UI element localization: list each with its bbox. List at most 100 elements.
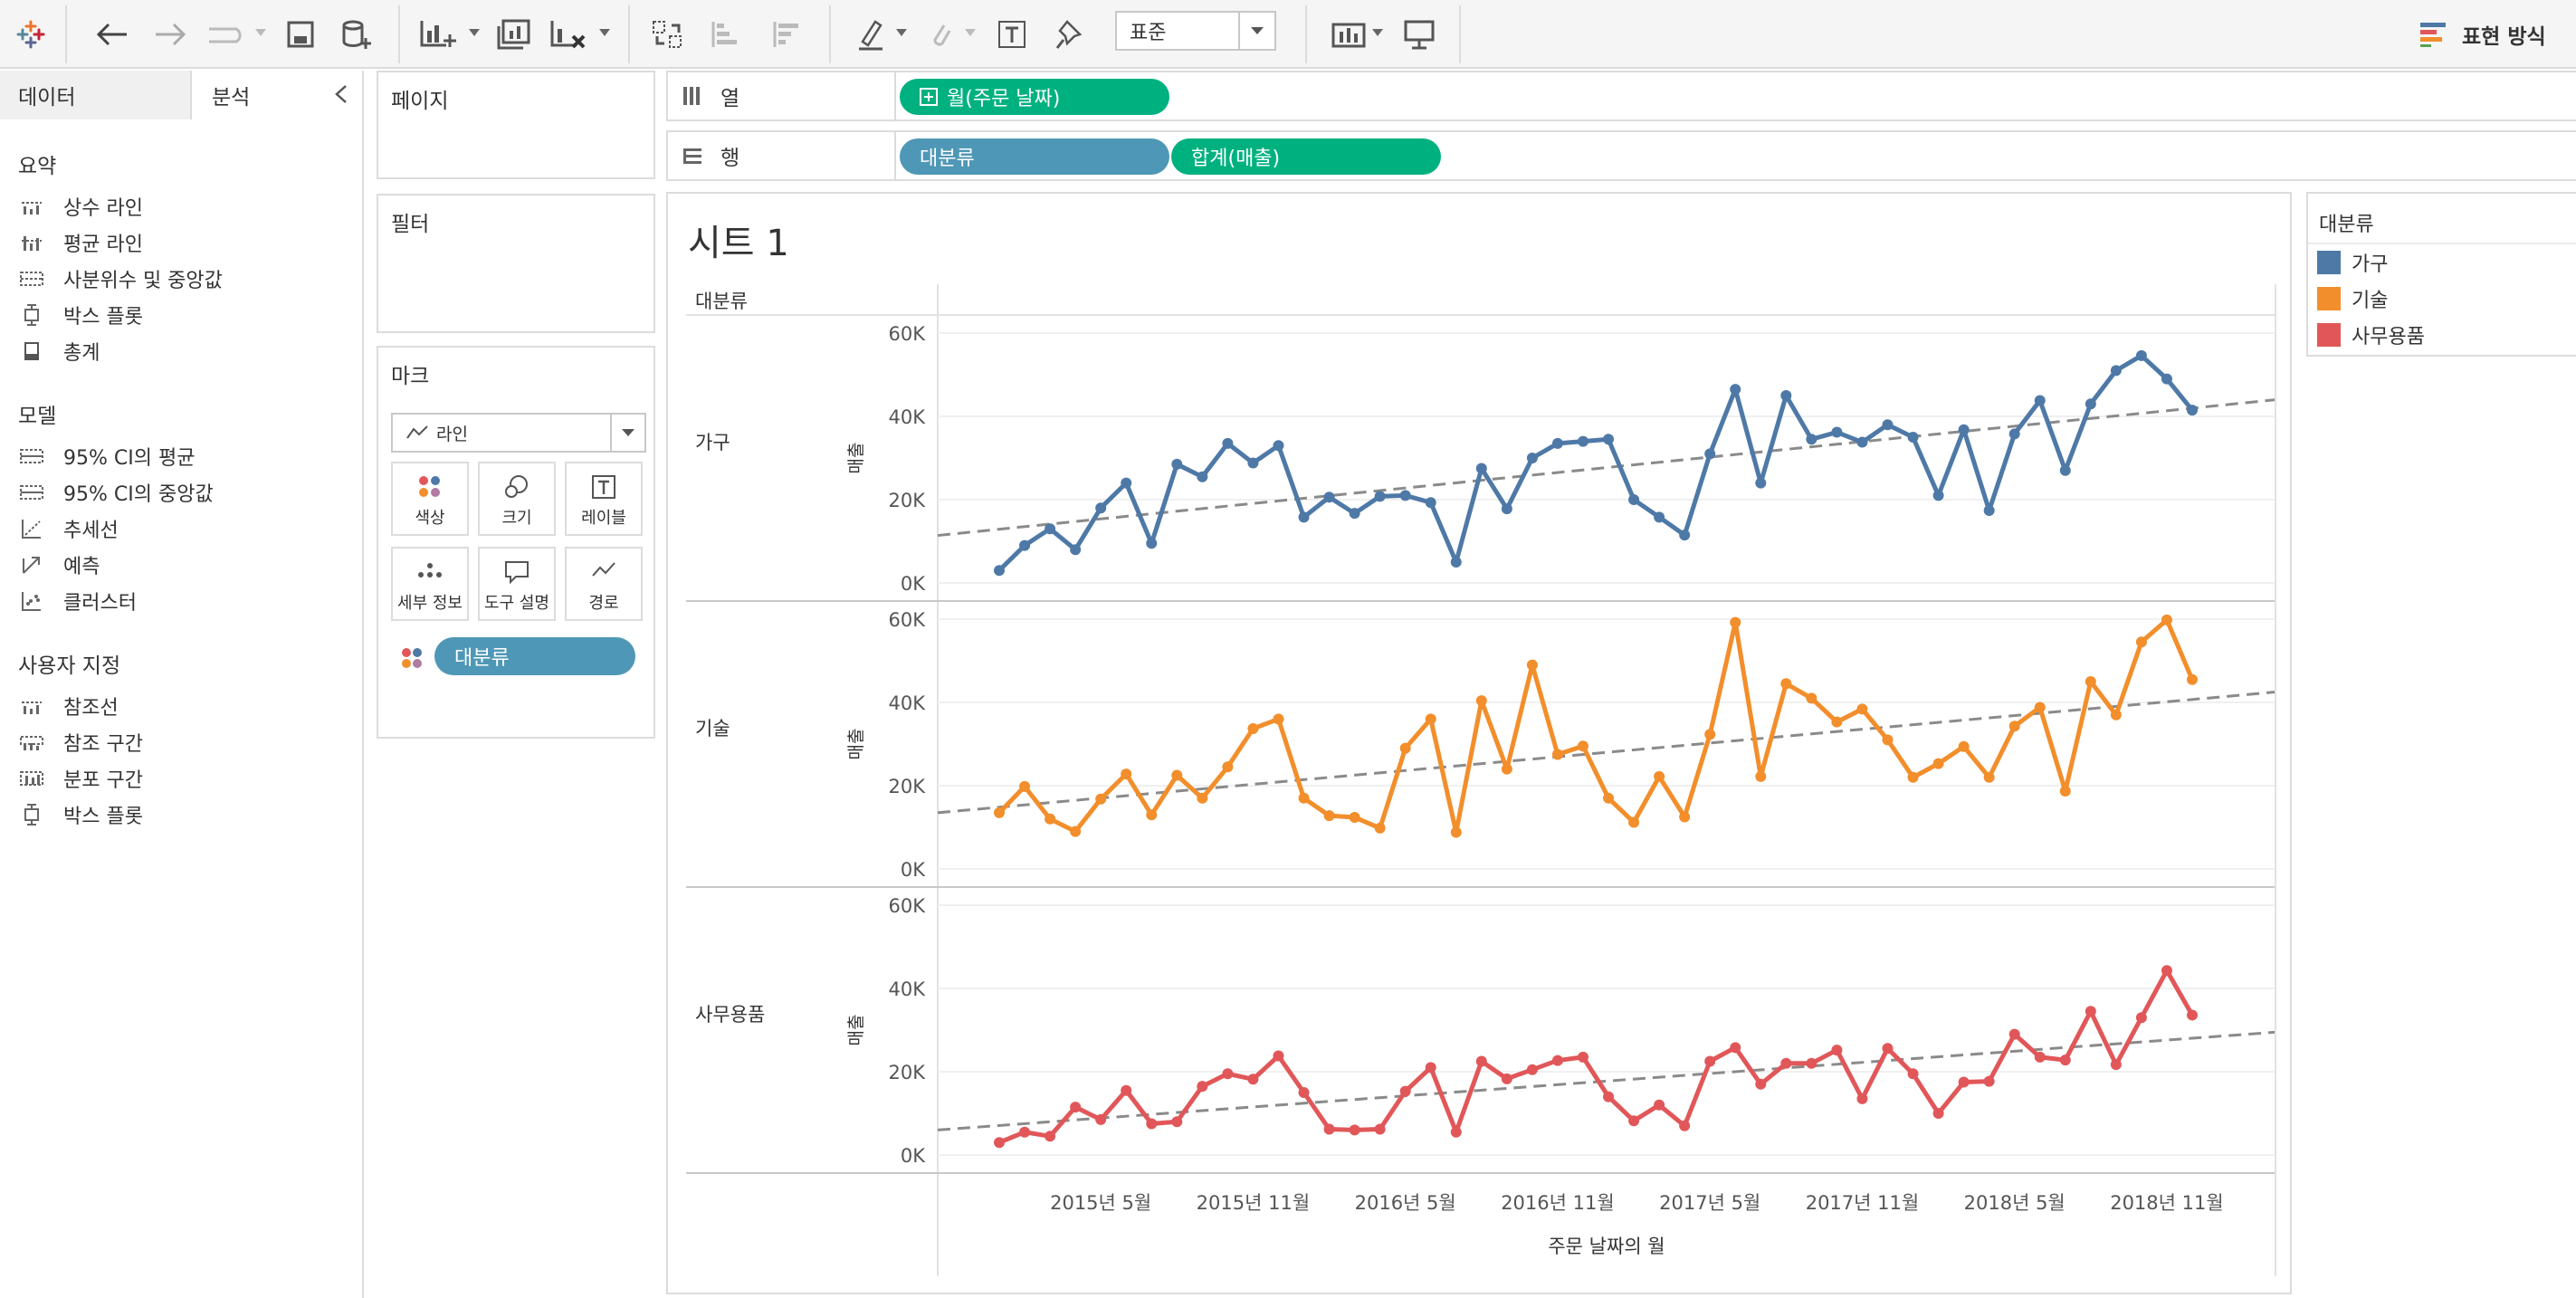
data-point[interactable] — [1425, 1062, 1436, 1074]
data-point[interactable] — [1603, 1091, 1615, 1102]
data-point[interactable] — [1983, 504, 1995, 516]
data-point[interactable] — [994, 1137, 1005, 1149]
data-point[interactable] — [2059, 785, 2071, 797]
pages-card[interactable]: 페이지 — [377, 71, 655, 179]
data-point[interactable] — [1730, 616, 1741, 628]
data-point[interactable] — [1450, 1126, 1462, 1138]
data-point[interactable] — [1958, 740, 1970, 752]
analytics-item-average-ci[interactable]: 95% CI의 평균 — [0, 438, 362, 474]
data-point[interactable] — [1526, 453, 1538, 463]
data-point[interactable] — [1399, 490, 1411, 501]
legend-item[interactable]: 기술 — [2308, 281, 2576, 317]
data-point[interactable] — [1121, 477, 1132, 489]
rows-shelf[interactable]: 행 대분류 합계(매출) — [666, 130, 2576, 181]
series-line[interactable] — [997, 617, 2195, 835]
data-point[interactable] — [2034, 395, 2046, 406]
data-point[interactable] — [1273, 713, 1284, 725]
data-point[interactable] — [1247, 1074, 1259, 1085]
data-point[interactable] — [1045, 523, 1056, 535]
undo-icon[interactable] — [91, 13, 134, 56]
highlight-icon[interactable] — [851, 13, 891, 56]
data-point[interactable] — [994, 565, 1005, 577]
data-point[interactable] — [1045, 1131, 1056, 1142]
filters-card[interactable]: 필터 — [377, 194, 655, 333]
highlight-dropdown-icon[interactable] — [896, 29, 907, 36]
data-point[interactable] — [2008, 428, 2020, 440]
clear-sheet-dropdown-icon[interactable] — [599, 29, 610, 36]
data-point[interactable] — [2110, 1059, 2122, 1071]
data-point[interactable] — [1501, 763, 1512, 775]
data-point[interactable] — [1273, 1050, 1284, 1062]
data-point[interactable] — [1171, 769, 1183, 781]
data-point[interactable] — [2110, 709, 2122, 721]
analytics-item-median-ci[interactable]: 95% CI의 중앙값 — [0, 474, 362, 511]
redo-icon[interactable] — [148, 13, 192, 56]
analytics-item-totals[interactable]: 총계 — [0, 333, 362, 369]
data-point[interactable] — [1907, 771, 1919, 783]
chevron-down-icon[interactable] — [1238, 13, 1274, 49]
presentation-mode-icon[interactable] — [1399, 13, 1439, 56]
sort-descending-icon[interactable] — [766, 13, 809, 56]
data-point[interactable] — [1171, 1116, 1183, 1128]
fit-select[interactable]: 표준 — [1115, 11, 1276, 51]
data-point[interactable] — [1349, 1124, 1360, 1136]
data-point[interactable] — [2110, 365, 2122, 377]
data-point[interactable] — [1780, 1057, 1792, 1069]
data-point[interactable] — [1374, 491, 1386, 502]
data-point[interactable] — [1603, 792, 1615, 804]
tableau-logo-icon[interactable] — [13, 13, 49, 56]
data-point[interactable] — [2085, 398, 2096, 410]
data-point[interactable] — [1146, 1118, 1158, 1130]
data-point[interactable] — [2135, 1012, 2147, 1024]
legend-item[interactable]: 사무용품 — [2308, 317, 2576, 353]
data-point[interactable] — [1679, 1120, 1691, 1131]
show-me-button[interactable]: 표현 방식 — [2419, 13, 2546, 56]
data-point[interactable] — [1831, 426, 1843, 438]
data-point[interactable] — [1146, 538, 1158, 549]
size-button[interactable]: 크기 — [478, 462, 556, 536]
analytics-item-reference-band[interactable]: 참조 구간 — [0, 724, 362, 760]
data-point[interactable] — [2161, 965, 2172, 977]
data-point[interactable] — [1526, 659, 1538, 671]
mark-type-select[interactable]: 라인 — [391, 413, 646, 453]
swap-rows-columns-icon[interactable] — [646, 13, 690, 56]
new-data-source-icon[interactable] — [337, 13, 377, 56]
data-point[interactable] — [1349, 811, 1360, 823]
data-point[interactable] — [1045, 813, 1056, 825]
series-line[interactable] — [998, 968, 2195, 1145]
analytics-item-reference-line[interactable]: 참조선 — [0, 688, 362, 724]
data-point[interactable] — [1197, 471, 1208, 482]
data-point[interactable] — [1146, 809, 1158, 821]
label-button[interactable]: 레이블 — [565, 462, 643, 536]
data-point[interactable] — [1806, 1057, 1818, 1069]
data-point[interactable] — [1679, 530, 1691, 541]
data-point[interactable] — [1856, 1093, 1868, 1104]
fix-axes-icon[interactable] — [1050, 13, 1090, 56]
data-point[interactable] — [1247, 457, 1259, 469]
analytics-item-cluster[interactable]: 클러스터 — [0, 583, 362, 619]
data-point[interactable] — [1323, 492, 1335, 503]
data-point[interactable] — [2034, 701, 2046, 713]
data-point[interactable] — [1526, 1064, 1538, 1075]
data-point[interactable] — [1121, 768, 1132, 780]
data-point[interactable] — [1425, 713, 1436, 725]
collapse-pane-icon[interactable] — [333, 83, 349, 110]
new-worksheet-dropdown-icon[interactable] — [469, 29, 480, 36]
columns-pill-month[interactable]: 월(주문 날짜) — [900, 79, 1169, 115]
data-point[interactable] — [1019, 539, 1031, 551]
columns-shelf[interactable]: 열 월(주문 날짜) — [666, 71, 2576, 121]
data-point[interactable] — [1374, 1123, 1386, 1135]
duplicate-sheet-icon[interactable] — [492, 13, 536, 56]
data-point[interactable] — [1501, 1073, 1512, 1084]
data-point[interactable] — [1958, 1076, 1970, 1088]
data-point[interactable] — [2008, 721, 2020, 732]
data-point[interactable] — [1399, 742, 1411, 754]
data-point[interactable] — [1323, 810, 1335, 822]
data-point[interactable] — [1577, 435, 1589, 447]
data-point[interactable] — [1806, 692, 1818, 704]
data-point[interactable] — [1958, 424, 1970, 435]
tab-data[interactable]: 데이터 — [0, 71, 192, 119]
data-point[interactable] — [2135, 349, 2147, 361]
data-point[interactable] — [2085, 1006, 2096, 1017]
data-point[interactable] — [1273, 440, 1284, 452]
